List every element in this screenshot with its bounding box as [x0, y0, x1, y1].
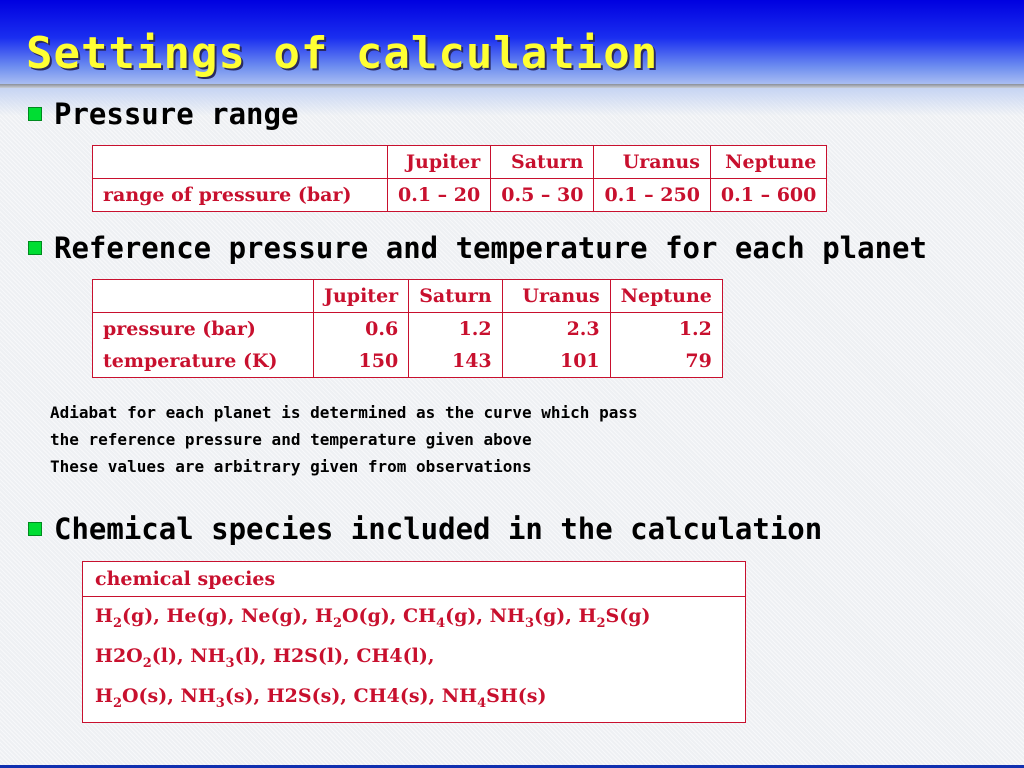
table-header-cell: Uranus — [593, 145, 711, 179]
subscript: 3 — [524, 615, 535, 631]
table-cell: 101 — [501, 345, 611, 378]
formula-text: H2O — [95, 644, 143, 667]
table-cell: temperature (K) — [92, 345, 314, 378]
table-row: range of pressure (bar) 0.1 – 20 0.5 – 3… — [92, 178, 828, 212]
table-cell: pressure (bar) — [92, 312, 314, 345]
formula-text: (l), H2S(l), CH4(l), — [234, 644, 435, 667]
table-cell: range of pressure (bar) — [92, 178, 388, 212]
table-header-cell: Saturn — [490, 145, 595, 179]
table-header-row: Jupiter Saturn Uranus Neptune — [92, 145, 828, 179]
formula-text: O(s), NH — [122, 684, 216, 707]
table-cell: 0.5 – 30 — [490, 178, 595, 212]
table-cell: 143 — [408, 345, 503, 378]
table-cell: 150 — [312, 345, 410, 378]
species-line: H2O2(l), NH3(l), H2S(l), CH4(l), — [95, 640, 733, 680]
section-heading: Reference pressure and temperature for e… — [54, 231, 927, 265]
square-bullet-icon — [28, 107, 42, 121]
table-cell: 79 — [609, 345, 723, 378]
section-pressure-range: Pressure range — [28, 96, 298, 132]
formula-text: (g), He(g), Ne(g), H — [122, 605, 333, 627]
species-line: H2(g), He(g), Ne(g), H2O(g), CH4(g), NH3… — [95, 600, 733, 640]
table-header-cell: Jupiter — [312, 279, 410, 313]
species-header: chemical species — [83, 562, 745, 597]
formula-text: (l), NH — [151, 644, 226, 667]
subscript: 2 — [112, 615, 122, 631]
adiabat-notes: Adiabat for each planet is determined as… — [50, 399, 638, 480]
table-cell: 0.1 – 20 — [386, 178, 492, 212]
table-header-cell: Neptune — [609, 279, 723, 313]
subscript: 4 — [436, 615, 446, 631]
table-row: temperature (K) 150 143 101 79 — [92, 345, 723, 378]
subscript: 2 — [332, 615, 342, 631]
formula-text: H — [95, 684, 113, 707]
note-line: the reference pressure and temperature g… — [50, 430, 532, 449]
title-fade — [0, 88, 1024, 116]
pressure-range-table: Jupiter Saturn Uranus Neptune range of p… — [92, 145, 828, 212]
subscript: 3 — [215, 695, 225, 711]
table-header-row: Jupiter Saturn Uranus Neptune — [92, 279, 723, 313]
formula-text: SH(s) — [486, 684, 547, 707]
table-cell: 0.1 – 600 — [709, 178, 828, 212]
bottom-rule — [0, 765, 1024, 768]
formula-text: H — [95, 605, 113, 627]
table-cell: 0.6 — [312, 312, 410, 345]
formula-text: (g), NH — [445, 605, 525, 627]
table-header-cell: Neptune — [709, 145, 828, 179]
subscript: 2 — [142, 655, 152, 671]
section-heading: Pressure range — [54, 97, 299, 131]
table-cell: 1.2 — [408, 312, 503, 345]
square-bullet-icon — [28, 522, 42, 536]
formula-text: (s), H2S(s), CH4(s), NH — [224, 684, 478, 707]
reference-table: Jupiter Saturn Uranus Neptune pressure (… — [92, 279, 723, 378]
table-header-cell: Saturn — [408, 279, 503, 313]
section-reference: Reference pressure and temperature for e… — [28, 230, 927, 266]
table-header-cell: Uranus — [501, 279, 611, 313]
subscript: 3 — [225, 655, 235, 671]
subscript: 2 — [596, 615, 606, 631]
species-list: H2(g), He(g), Ne(g), H2O(g), CH4(g), NH3… — [83, 597, 745, 722]
note-line: These values are arbitrary given from ob… — [50, 457, 532, 476]
table-header-cell — [92, 279, 314, 313]
formula-text: S(g) — [605, 605, 651, 627]
table-header-cell: Jupiter — [386, 145, 492, 179]
square-bullet-icon — [28, 241, 42, 255]
slide-title: Settings of calculation — [26, 28, 659, 79]
formula-text: O(g), CH — [341, 605, 437, 627]
table-cell: 1.2 — [609, 312, 723, 345]
table-header-cell — [92, 145, 388, 179]
note-line: Adiabat for each planet is determined as… — [50, 403, 638, 422]
table-cell: 2.3 — [501, 312, 611, 345]
section-chemical-species: Chemical species included in the calcula… — [28, 511, 822, 547]
section-heading: Chemical species included in the calcula… — [54, 512, 823, 546]
species-line: H2O(s), NH3(s), H2S(s), CH4(s), NH4SH(s) — [95, 680, 733, 720]
subscript: 2 — [112, 695, 122, 711]
formula-text: (g), H — [534, 605, 597, 627]
chemical-species-box: chemical species H2(g), He(g), Ne(g), H2… — [82, 561, 746, 724]
table-row: pressure (bar) 0.6 1.2 2.3 1.2 — [92, 312, 723, 345]
title-divider — [0, 84, 1024, 88]
table-cell: 0.1 – 250 — [593, 178, 711, 212]
title-bar — [0, 0, 1024, 84]
subscript: 4 — [477, 695, 487, 711]
